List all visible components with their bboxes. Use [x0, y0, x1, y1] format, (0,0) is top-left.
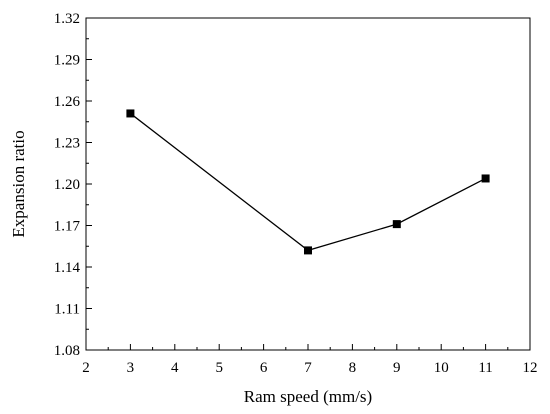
data-point-marker — [392, 220, 401, 229]
y-tick-label: 1.14 — [54, 260, 81, 276]
x-tick-label: 7 — [304, 360, 312, 376]
data-point-marker — [481, 174, 490, 183]
y-tick-label: 1.11 — [54, 302, 80, 318]
y-tick-label: 1.23 — [54, 136, 80, 152]
x-tick-label: 9 — [393, 360, 401, 376]
x-axis-title: Ram speed (mm/s) — [244, 387, 372, 406]
x-tick-label: 5 — [215, 360, 223, 376]
x-tick-label: 12 — [523, 360, 538, 376]
y-tick-label: 1.26 — [54, 94, 81, 110]
y-tick-label: 1.29 — [54, 53, 80, 69]
y-tick-label: 1.32 — [54, 11, 80, 27]
data-point-marker — [126, 109, 135, 118]
x-tick-label: 3 — [127, 360, 135, 376]
y-tick-label: 1.08 — [54, 343, 80, 359]
series-line — [130, 112, 486, 252]
x-tick-label: 8 — [349, 360, 357, 376]
y-tick-label: 1.17 — [54, 219, 81, 235]
plot-frame — [85, 17, 531, 351]
x-tick-label: 6 — [260, 360, 268, 376]
x-axis: 2 3 4 5 6 7 8 9 10 11 12 — [82, 344, 538, 376]
x-tick-label: 4 — [171, 360, 179, 376]
data-point-marker — [304, 246, 312, 255]
x-tick-label: 2 — [82, 360, 90, 376]
y-axis: 1.08 1.11 1.14 1.17 1.20 1.23 1.26 1.29 1.32 — [54, 11, 92, 359]
x-tick-label: 10 — [434, 360, 449, 376]
x-tick-label: 11 — [478, 360, 492, 376]
series-layer — [126, 109, 490, 255]
y-tick-label: 1.20 — [54, 177, 80, 193]
y-axis-title: Expansion ratio — [9, 130, 28, 237]
